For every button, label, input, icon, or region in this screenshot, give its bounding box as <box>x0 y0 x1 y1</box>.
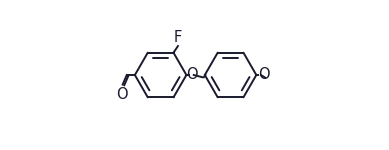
Text: O: O <box>116 87 128 102</box>
Text: F: F <box>174 30 182 45</box>
Text: O: O <box>259 67 270 82</box>
Text: O: O <box>186 67 197 82</box>
